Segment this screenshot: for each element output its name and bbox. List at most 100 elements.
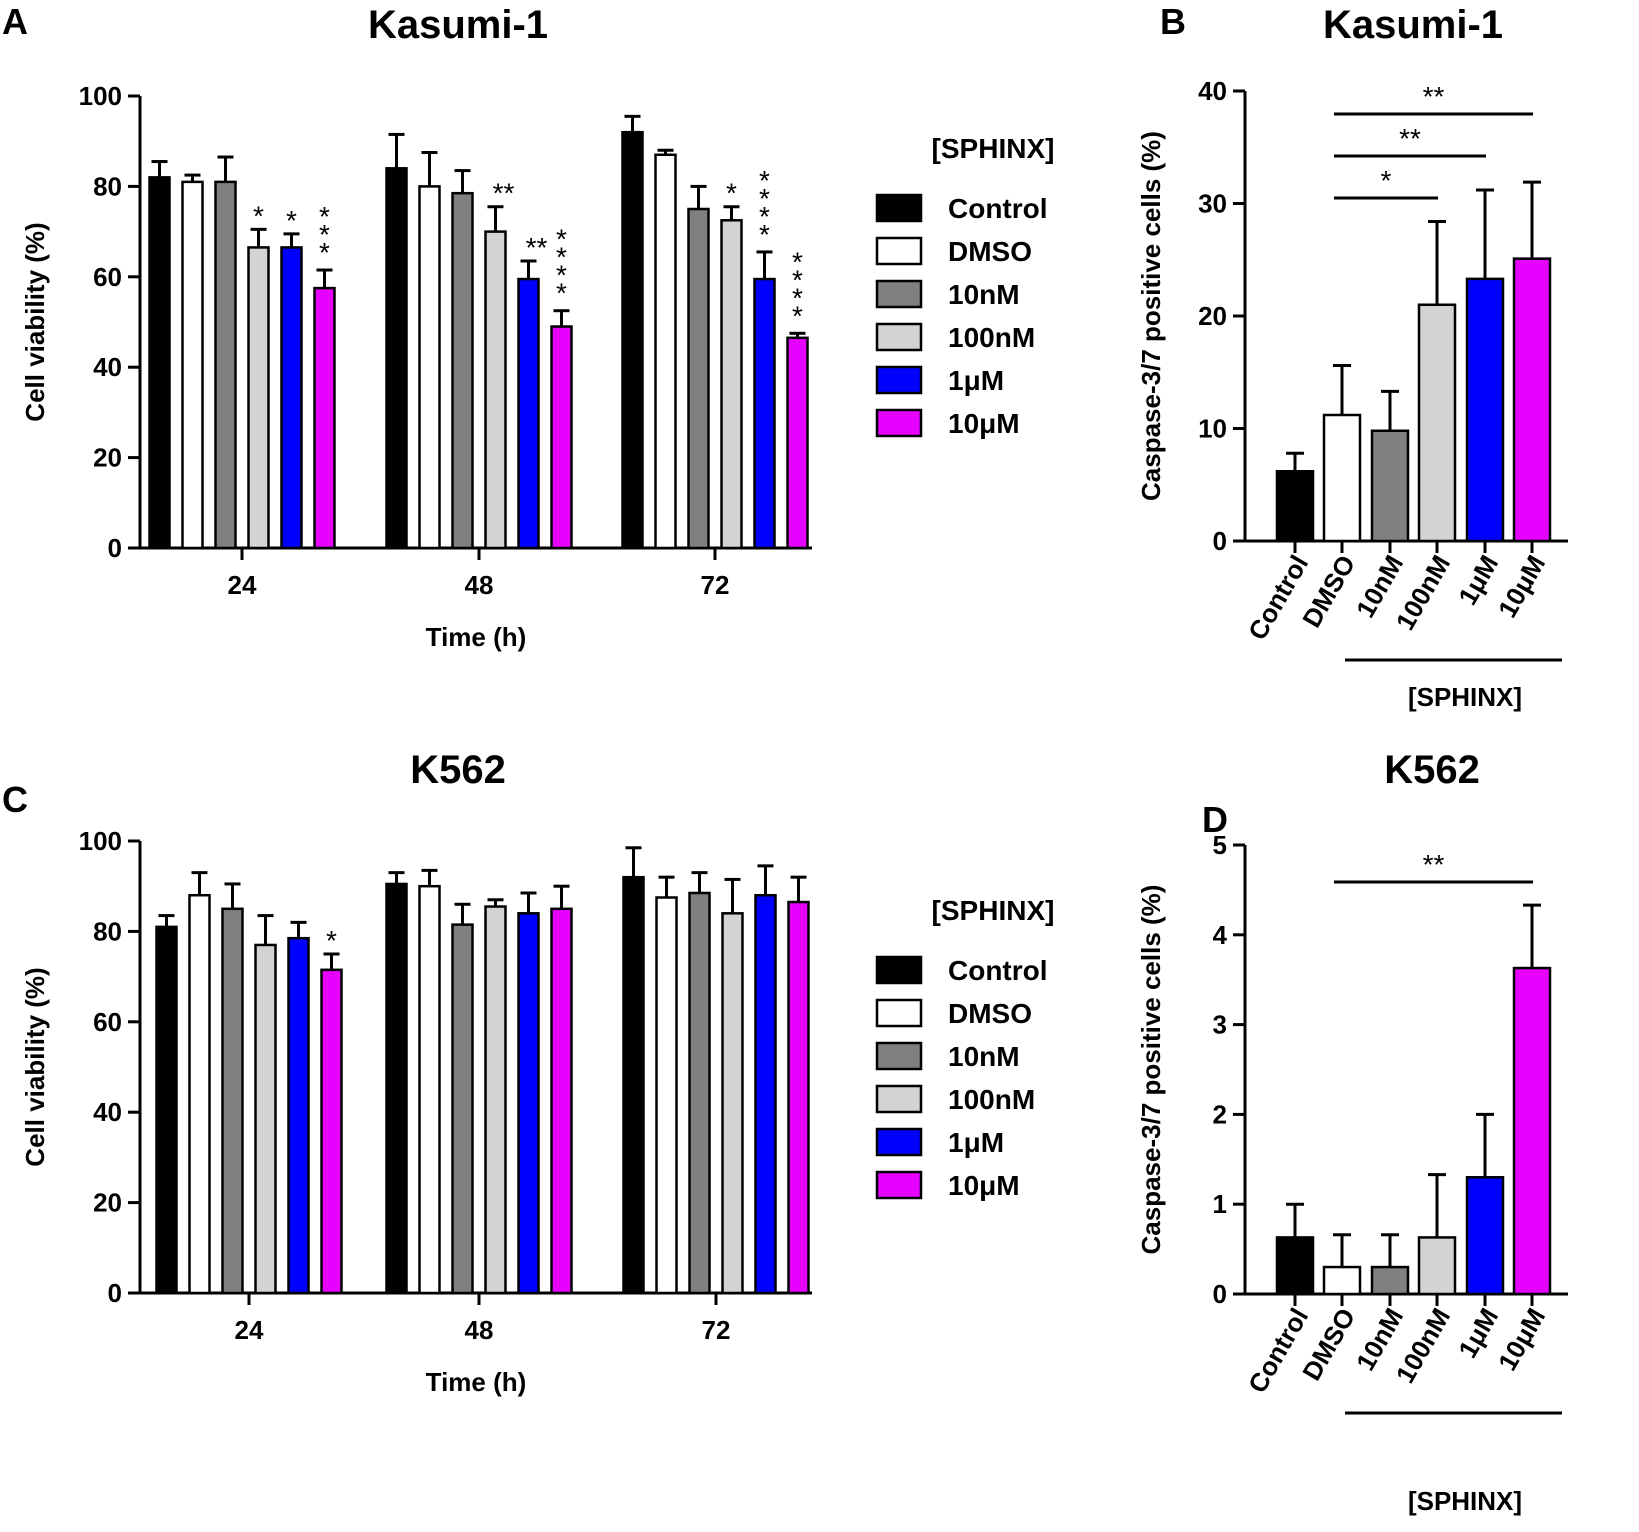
y-tick-label: 0	[1213, 526, 1227, 556]
bar	[1465, 1176, 1505, 1296]
legend-title: [SPHINX]	[932, 133, 1055, 164]
y-tick-label: 20	[93, 1188, 122, 1218]
y-tick-label: 30	[1198, 189, 1227, 219]
x-axis-label: Time (h)	[426, 622, 527, 652]
bar	[1465, 277, 1505, 543]
legend-swatch	[875, 408, 923, 438]
bar	[517, 912, 540, 1295]
chart-title: Kasumi-1	[368, 3, 548, 47]
bar	[418, 185, 441, 550]
legend-label: DMSO	[948, 998, 1032, 1029]
chart-title: K562	[1384, 748, 1480, 792]
significance-label: * * * *	[556, 224, 567, 309]
legend-swatch	[875, 365, 923, 395]
x-tick-label: 48	[465, 570, 494, 600]
legend-label: 100nM	[948, 322, 1035, 353]
bar	[1370, 1265, 1410, 1296]
bar	[550, 325, 573, 550]
bar	[287, 936, 310, 1295]
significance-label: *	[1381, 165, 1392, 196]
significance-label: *	[326, 925, 337, 956]
legend-title: [SPHINX]	[932, 895, 1055, 926]
significance-label: **	[526, 232, 548, 263]
chart-title: K562	[410, 748, 506, 792]
bar	[621, 130, 644, 550]
legend-label: Control	[948, 955, 1048, 986]
bar	[655, 896, 678, 1295]
bar	[484, 905, 507, 1295]
legend-label: 10nM	[948, 1041, 1020, 1072]
y-tick-label: 100	[79, 81, 122, 111]
bar	[1322, 1265, 1362, 1296]
legend-label: 1μM	[948, 365, 1004, 396]
bar	[181, 180, 204, 550]
significance-label: *	[286, 205, 297, 236]
y-tick-label: 20	[93, 443, 122, 473]
bar	[1322, 413, 1362, 543]
panel-letter-b: B	[1160, 1, 1186, 42]
x-tick-label: 24	[228, 570, 257, 600]
x-tick-label: 72	[702, 1315, 731, 1345]
y-tick-label: 80	[93, 171, 122, 201]
y-tick-label: 1	[1213, 1189, 1227, 1219]
significance-label: *	[253, 200, 264, 231]
x-axis-label: [SPHINX]	[1408, 682, 1522, 712]
bar	[451, 923, 474, 1295]
bar	[1512, 966, 1552, 1296]
legend-swatch	[875, 1041, 923, 1071]
legend-swatch	[875, 279, 923, 309]
bar	[221, 907, 244, 1295]
significance-label: * * *	[319, 201, 330, 268]
panel-a-chart: Kasumi-1 0 20 40 60 80 100 Cell viability (%) 24…	[20, 3, 1054, 652]
y-tick-label: 5	[1213, 830, 1227, 860]
x-tick-label: 10μM	[1492, 550, 1551, 623]
bar	[754, 893, 777, 1295]
significance-label: **	[493, 178, 515, 209]
y-tick-label: 80	[93, 916, 122, 946]
x-tick-label: 24	[235, 1315, 264, 1345]
y-tick-label: 40	[93, 352, 122, 382]
bar	[155, 925, 178, 1295]
bar	[385, 882, 408, 1295]
bar	[214, 180, 237, 550]
legend-swatch	[875, 236, 923, 266]
y-tick-label: 2	[1213, 1099, 1227, 1129]
legend-label: Control	[948, 193, 1048, 224]
bar	[254, 943, 277, 1295]
legend-swatch	[875, 1170, 923, 1200]
significance-label: * * * *	[792, 246, 803, 331]
significance-label: **	[1399, 123, 1421, 154]
panel-letter-d: D	[1202, 799, 1228, 840]
significance-label: *	[726, 178, 737, 209]
y-axis-label: Cell viability (%)	[20, 967, 50, 1166]
bar	[654, 153, 677, 550]
legend-swatch	[875, 955, 923, 985]
bar	[148, 176, 171, 550]
bar	[247, 246, 270, 550]
y-tick-label: 3	[1213, 1010, 1227, 1040]
bar	[1417, 303, 1457, 543]
bar	[1370, 429, 1410, 543]
y-tick-label: 0	[1213, 1279, 1227, 1309]
x-axis-label: Time (h)	[426, 1367, 527, 1397]
panel-letter-a: A	[2, 1, 28, 42]
bar	[687, 207, 710, 550]
bar	[721, 912, 744, 1295]
bar	[1512, 257, 1552, 543]
bar	[720, 219, 743, 550]
panel-d-chart: K562 0 1 2 3 4 5 Caspase-3/7 positive cells (%)…	[1136, 748, 1568, 1516]
bar	[451, 191, 474, 550]
bar	[280, 246, 303, 550]
bar	[517, 277, 540, 550]
panel-c-chart: K562 0 20 40 60 80 100 Cell viability (%) 24 48 72…	[20, 748, 1054, 1397]
y-tick-label: 20	[1198, 301, 1227, 331]
y-tick-label: 4	[1213, 920, 1228, 950]
legend-swatch	[875, 1127, 923, 1157]
x-tick-label: Control	[1242, 1303, 1314, 1398]
legend-swatch	[875, 193, 923, 223]
y-tick-label: 100	[79, 826, 122, 856]
bar	[418, 884, 441, 1295]
bar	[550, 907, 573, 1295]
legend-label: 10μM	[948, 408, 1020, 439]
bar	[753, 277, 776, 550]
